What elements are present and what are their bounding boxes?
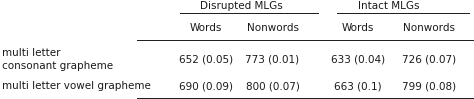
Text: Disrupted MLGs: Disrupted MLGs	[201, 1, 283, 11]
Text: Nonwords: Nonwords	[246, 23, 299, 33]
Text: Words: Words	[342, 23, 374, 33]
Text: 726 (0.07): 726 (0.07)	[402, 54, 456, 64]
Text: multi letter vowel grapheme: multi letter vowel grapheme	[2, 81, 151, 91]
Text: multi letter
consonant grapheme: multi letter consonant grapheme	[2, 48, 113, 71]
Text: 800 (0.07): 800 (0.07)	[246, 81, 300, 91]
Text: 633 (0.04): 633 (0.04)	[331, 54, 385, 64]
Text: 652 (0.05): 652 (0.05)	[179, 54, 233, 64]
Text: 690 (0.09): 690 (0.09)	[179, 81, 233, 91]
Text: Nonwords: Nonwords	[403, 23, 455, 33]
Text: Intact MLGs: Intact MLGs	[358, 1, 419, 11]
Text: 663 (0.1): 663 (0.1)	[334, 81, 382, 91]
Text: Words: Words	[190, 23, 222, 33]
Text: 799 (0.08): 799 (0.08)	[402, 81, 456, 91]
Text: 773 (0.01): 773 (0.01)	[246, 54, 300, 64]
